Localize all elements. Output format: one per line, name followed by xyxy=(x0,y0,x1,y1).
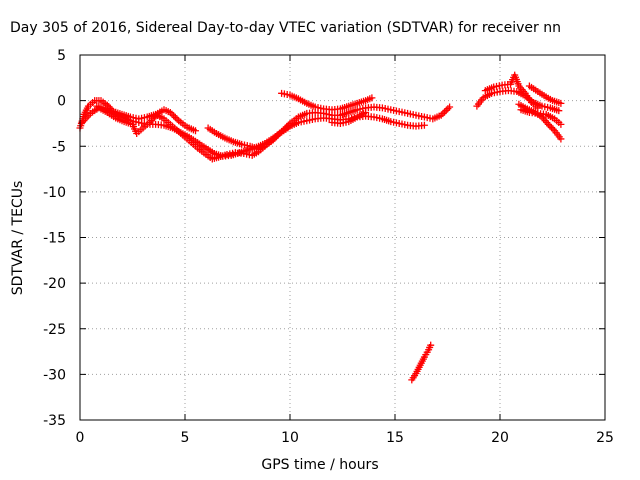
data-point-marker xyxy=(557,99,565,107)
series-track-i xyxy=(481,71,542,112)
data-point-marker xyxy=(441,108,449,116)
data-point-marker xyxy=(420,121,428,129)
data-point-marker xyxy=(166,108,174,116)
y-tick-label: -15 xyxy=(43,231,66,247)
data-point-marker xyxy=(168,110,176,118)
y-tick-label: -35 xyxy=(43,413,66,429)
data-point-marker xyxy=(284,124,292,132)
x-axis-label: GPS time / hours xyxy=(261,457,379,473)
data-points xyxy=(76,71,565,384)
series-track-g xyxy=(408,341,435,384)
data-point-marker xyxy=(173,115,181,123)
x-tick-label: 25 xyxy=(596,430,614,446)
data-point-marker xyxy=(546,122,554,130)
x-tick-label: 20 xyxy=(491,430,509,446)
y-tick-label: 0 xyxy=(57,94,66,110)
plot-frame xyxy=(79,54,606,421)
data-point-marker xyxy=(427,341,435,349)
data-point-marker xyxy=(192,127,199,135)
data-point-marker xyxy=(442,106,450,114)
series-track-e xyxy=(278,89,376,114)
data-point-marker xyxy=(171,113,179,121)
data-point-marker xyxy=(557,135,565,143)
y-tick-label: -10 xyxy=(43,185,66,201)
data-point-marker xyxy=(544,120,552,128)
x-tick-label: 0 xyxy=(76,430,85,446)
x-tick-label: 10 xyxy=(281,430,299,446)
data-point-marker xyxy=(555,107,563,115)
data-point-marker xyxy=(547,124,555,132)
data-point-marker xyxy=(557,120,565,128)
grid-lines xyxy=(80,55,605,420)
data-point-marker xyxy=(368,94,376,102)
data-point-marker xyxy=(549,125,557,133)
data-point-marker xyxy=(446,103,454,111)
x-tick-label: 15 xyxy=(386,430,404,446)
y-tick-label: 5 xyxy=(57,48,66,64)
data-point-marker xyxy=(439,110,447,118)
y-tick-label: -5 xyxy=(52,139,66,155)
chart-title: Day 305 of 2016, Sidereal Day-to-day VTE… xyxy=(10,20,561,36)
series-track-f xyxy=(328,108,370,127)
series-track-c xyxy=(78,104,199,137)
y-tick-label: -30 xyxy=(43,367,66,383)
series-track-d xyxy=(204,124,292,153)
y-tick-label: -25 xyxy=(43,322,66,338)
x-tick-label: 5 xyxy=(181,430,190,446)
series-track-j xyxy=(525,82,565,107)
data-point-marker xyxy=(444,105,452,113)
data-point-marker xyxy=(437,111,445,119)
y-tick-label: -20 xyxy=(43,276,66,292)
series-track-l xyxy=(517,106,565,128)
data-point-marker xyxy=(170,112,178,120)
data-point-marker xyxy=(362,108,370,116)
